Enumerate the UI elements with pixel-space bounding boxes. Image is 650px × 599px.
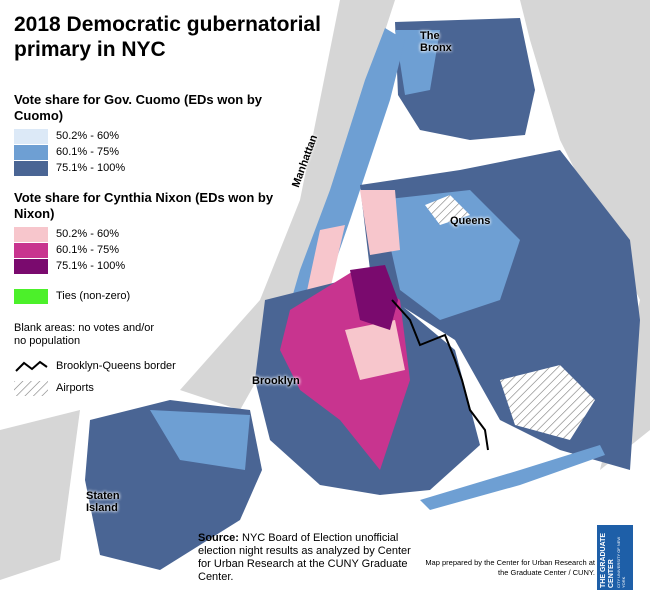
- credit: Map prepared by the Center for Urban Res…: [425, 558, 595, 577]
- legend-item: 50.2% - 60%: [14, 226, 294, 242]
- legend-item: 60.1% - 75%: [14, 242, 294, 258]
- legend-swatch: [14, 128, 48, 144]
- logo-name: THE GRADUATE CENTER: [600, 532, 615, 588]
- airport: [425, 195, 470, 225]
- legend-item: 75.1% - 100%: [14, 258, 294, 274]
- legend-item: 60.1% - 75%: [14, 144, 294, 160]
- legend-label: 60.1% - 75%: [56, 146, 119, 158]
- airport-icon: [14, 380, 48, 396]
- legend-swatch: [14, 160, 48, 176]
- legend-label: Ties (non-zero): [56, 290, 131, 302]
- manhattan: [282, 28, 405, 332]
- source-text: NYC Board of Election unofficial electio…: [198, 532, 411, 583]
- legend-swatch: [14, 288, 48, 304]
- legend-item: 75.1% - 100%: [14, 160, 294, 176]
- legend-item: Brooklyn-Queens border: [14, 358, 294, 374]
- legend-item: Airports: [14, 380, 294, 396]
- legend-swatch: [14, 226, 48, 242]
- land: [0, 410, 80, 580]
- blank-note: Blank areas: no votes and/or no populati…: [14, 322, 155, 347]
- borough-label: Staten Island: [86, 490, 120, 514]
- legend-swatch: [14, 242, 48, 258]
- logo: THE GRADUATE CENTER CITY UNIVERSITY OF N…: [600, 526, 626, 588]
- queens-pink: [360, 190, 400, 255]
- source-label: Source:: [198, 532, 239, 544]
- legend-items: 50.2% - 60% 60.1% - 75% 75.1% - 100%: [14, 226, 294, 274]
- legend-label: 60.1% - 75%: [56, 244, 119, 256]
- manhattan-pink: [305, 225, 345, 300]
- legend-items: 50.2% - 60% 60.1% - 75% 75.1% - 100%: [14, 128, 294, 176]
- airport: [500, 365, 595, 440]
- legend-label: 75.1% - 100%: [56, 162, 126, 174]
- legend-swatch: [14, 258, 48, 274]
- borough-label: Queens: [450, 215, 491, 227]
- border-icon: [15, 360, 48, 372]
- legend-swatch: [14, 144, 48, 160]
- staten-light: [150, 410, 250, 470]
- brooklyn-queens-border: [391, 299, 489, 451]
- bronx-light: [395, 30, 440, 95]
- title: 2018 Democratic gubernatorial primary in…: [14, 13, 321, 61]
- source: Source: NYC Board of Election unofficial…: [198, 532, 418, 584]
- legend-item: Ties (non-zero): [14, 288, 294, 304]
- borough-label: The Bronx: [420, 30, 452, 54]
- rockaway: [420, 445, 605, 510]
- legend-label: Airports: [56, 382, 94, 394]
- legend-label: 50.2% - 60%: [56, 228, 119, 240]
- land: [520, 0, 650, 470]
- legend-item: 50.2% - 60%: [14, 128, 294, 144]
- legend-heading: Vote share for Cynthia Nixon (EDs won by…: [14, 190, 274, 221]
- brooklyn-purple: [350, 265, 398, 330]
- legend-label: 75.1% - 100%: [56, 260, 126, 272]
- queens-light: [380, 190, 520, 320]
- legend-heading: Vote share for Gov. Cuomo (EDs won by Cu…: [14, 92, 262, 123]
- logo-box: [597, 525, 633, 590]
- legend-label: Brooklyn-Queens border: [56, 360, 176, 372]
- legend: Vote share for Gov. Cuomo (EDs won by Cu…: [14, 92, 294, 396]
- legend-label: 50.2% - 60%: [56, 130, 119, 142]
- land: [180, 0, 395, 410]
- brooklyn-light-pink: [345, 320, 405, 380]
- borough-label: Brooklyn: [252, 375, 300, 387]
- logo-sub: CITY UNIVERSITY OF NEW YORK: [616, 536, 626, 588]
